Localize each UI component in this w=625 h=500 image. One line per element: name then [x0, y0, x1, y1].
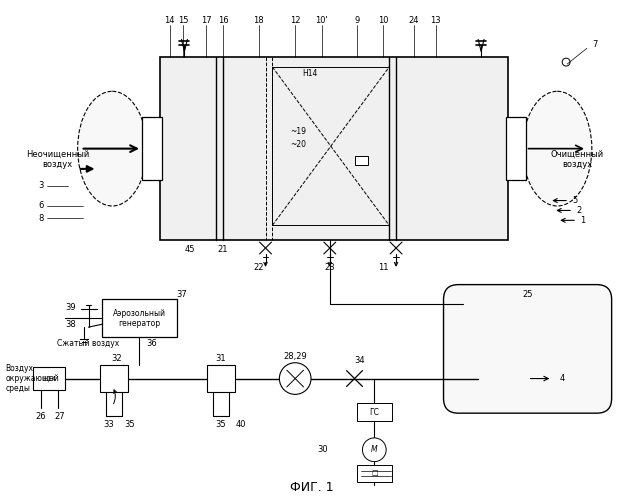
Bar — [102, 300, 176, 337]
Bar — [160, 57, 508, 240]
Text: 34: 34 — [354, 356, 365, 366]
Text: 32: 32 — [111, 354, 121, 364]
Text: 35: 35 — [125, 420, 136, 428]
Text: 18: 18 — [253, 16, 264, 25]
Ellipse shape — [78, 92, 147, 206]
Ellipse shape — [522, 92, 592, 206]
Text: 3: 3 — [38, 181, 44, 190]
Bar — [356, 404, 392, 421]
Text: Очищенный
воздух: Очищенный воздух — [551, 150, 604, 169]
Text: 28,29: 28,29 — [283, 352, 307, 362]
Text: 6: 6 — [38, 201, 44, 210]
Text: 5: 5 — [572, 196, 578, 205]
Text: 26: 26 — [36, 412, 46, 420]
Text: 8: 8 — [38, 214, 44, 223]
Text: ~20: ~20 — [290, 140, 306, 148]
Text: □: □ — [371, 470, 378, 476]
Text: 38: 38 — [66, 320, 76, 328]
Text: H14: H14 — [42, 376, 56, 382]
Text: 7: 7 — [592, 40, 598, 49]
Text: 39: 39 — [66, 303, 76, 312]
Text: 37: 37 — [176, 290, 187, 299]
Text: 33: 33 — [103, 420, 114, 428]
Bar — [142, 117, 162, 180]
Text: ГС: ГС — [369, 408, 379, 416]
Text: 16: 16 — [217, 16, 228, 25]
Text: 21: 21 — [217, 246, 228, 254]
Text: 2: 2 — [576, 206, 582, 215]
Text: 24: 24 — [409, 16, 419, 25]
Text: M: M — [371, 446, 378, 454]
Text: 12: 12 — [290, 16, 301, 25]
Text: 9: 9 — [355, 16, 360, 25]
Text: Аэрозольный
генератор: Аэрозольный генератор — [112, 308, 166, 328]
Circle shape — [362, 438, 386, 462]
Text: 4: 4 — [559, 374, 565, 383]
Bar — [101, 364, 128, 392]
Text: 35: 35 — [216, 420, 226, 428]
Text: 22: 22 — [253, 264, 264, 272]
Bar — [506, 117, 526, 180]
Text: 40: 40 — [236, 420, 246, 428]
Text: 10': 10' — [316, 16, 328, 25]
Text: 27: 27 — [54, 412, 65, 420]
Text: 11: 11 — [378, 264, 389, 272]
Text: 23: 23 — [324, 264, 335, 272]
Text: 30: 30 — [318, 446, 328, 454]
Text: 14: 14 — [164, 16, 175, 25]
Text: 15: 15 — [178, 16, 189, 25]
Text: 13: 13 — [430, 16, 441, 25]
Text: ФИГ. 1: ФИГ. 1 — [290, 481, 334, 494]
Text: 36: 36 — [146, 340, 157, 348]
Circle shape — [279, 362, 311, 394]
Text: Неочищенный
воздух: Неочищенный воздух — [26, 150, 89, 169]
Text: 45: 45 — [184, 246, 194, 254]
Bar — [272, 67, 389, 226]
Bar — [354, 156, 368, 165]
Bar — [207, 364, 235, 392]
Text: H14: H14 — [302, 70, 318, 78]
Text: 1: 1 — [581, 216, 586, 225]
Text: 25: 25 — [522, 290, 533, 299]
Text: ~19: ~19 — [290, 127, 306, 136]
Bar — [33, 366, 65, 390]
Text: 10: 10 — [378, 16, 389, 25]
Text: 31: 31 — [216, 354, 226, 364]
Text: 17: 17 — [201, 16, 211, 25]
Text: Сжатый воздух: Сжатый воздух — [57, 340, 119, 348]
Text: Воздух
окружающей
среды: Воздух окружающей среды — [6, 364, 59, 394]
Bar — [356, 464, 392, 482]
FancyBboxPatch shape — [444, 284, 612, 413]
